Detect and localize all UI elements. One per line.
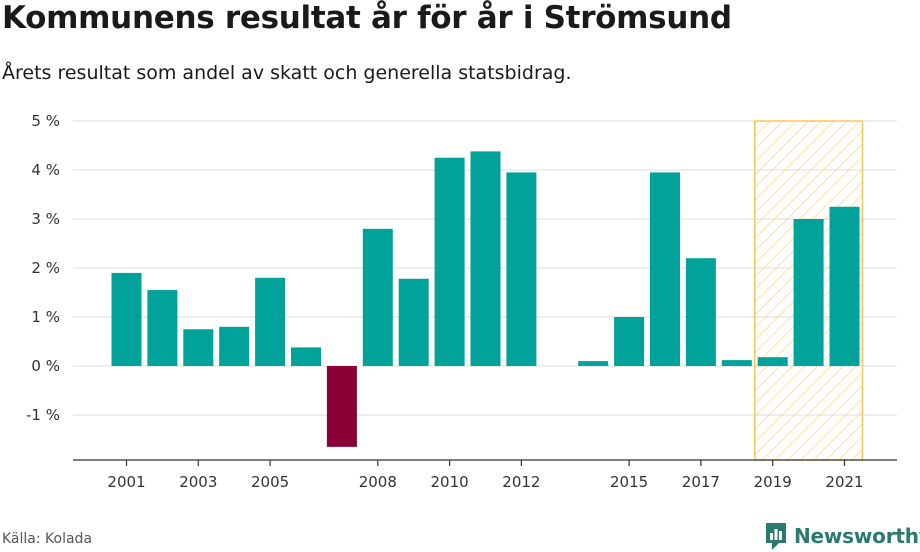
y-tick-label: 3 % [31,210,60,228]
x-tick-label: 2005 [251,473,289,491]
x-tick-label: 2012 [502,473,540,491]
x-tick-label: 2003 [179,473,217,491]
bar [398,278,429,366]
x-axis [73,459,897,466]
bar [434,157,465,366]
bar [578,361,609,366]
source-note: Källa: Kolada [2,531,93,547]
x-tick-label: 2021 [825,473,863,491]
y-tick-label: 1 % [31,308,60,326]
bar [614,317,645,366]
bar [650,172,680,366]
bar [326,366,357,447]
bar [147,290,178,366]
y-tick-label: 2 % [31,259,60,277]
y-tick-labels: 5 % 4 % 3 % 2 % 1 % 0 % -1 % [26,112,60,424]
y-tick-label: 0 % [31,357,60,375]
y-tick-label: -1 % [26,406,60,424]
x-tick-label: 2010 [431,473,469,491]
bars [111,151,860,447]
bar [721,360,752,366]
x-tick-label: 2017 [682,473,720,491]
x-tick-label: 2015 [610,473,648,491]
brand-name: Newsworthy [794,524,920,548]
bar [757,357,788,366]
y-tick-label: 5 % [31,112,60,130]
bar [111,272,142,366]
bar [362,228,393,366]
chart-logo-icon [766,523,786,550]
y-tick-label: 4 % [31,161,60,179]
bar [255,277,286,366]
x-tick-labels: 2001 2003 2005 2008 2010 2012 2015 2017 2019 2021 [107,473,863,491]
bar [793,219,824,366]
chart-subtitle: Årets resultat som andel av skatt och ge… [2,62,572,84]
x-tick-label: 2008 [359,473,397,491]
bar [829,206,860,366]
bar [685,258,716,366]
bar [183,329,214,366]
x-tick-label: 2019 [754,473,792,491]
bar [470,151,501,366]
bar [219,326,250,366]
bar [506,172,537,366]
bar [291,347,321,366]
x-tick-label: 2001 [107,473,145,491]
chart-title: Kommunens resultat år för år i Strömsund [2,0,732,36]
newsworthy-logo: Newsworthy [764,521,920,551]
